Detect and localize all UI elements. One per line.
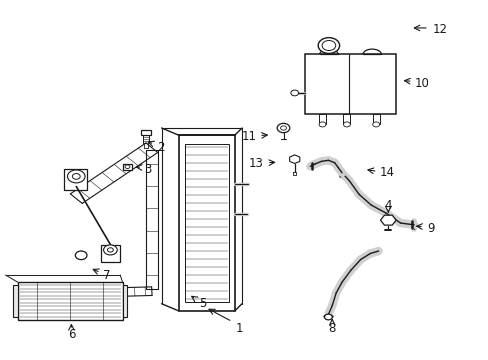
Text: 14: 14 bbox=[379, 166, 394, 179]
Bar bbox=[18, 282, 122, 320]
Text: 2: 2 bbox=[157, 141, 164, 154]
Circle shape bbox=[324, 314, 331, 320]
Text: 11: 11 bbox=[241, 130, 256, 144]
Text: 3: 3 bbox=[144, 163, 152, 176]
Circle shape bbox=[319, 122, 325, 127]
Text: 13: 13 bbox=[248, 157, 264, 170]
Text: 9: 9 bbox=[427, 222, 434, 235]
Circle shape bbox=[318, 38, 339, 53]
Bar bbox=[372, 114, 379, 125]
Circle shape bbox=[280, 126, 286, 130]
Circle shape bbox=[322, 41, 335, 50]
Text: 5: 5 bbox=[199, 297, 206, 310]
Text: 4: 4 bbox=[384, 199, 391, 212]
Circle shape bbox=[107, 248, 113, 252]
Bar bbox=[184, 144, 228, 302]
Text: 1: 1 bbox=[235, 322, 243, 335]
Circle shape bbox=[75, 251, 87, 260]
Bar bbox=[319, 114, 325, 125]
Text: 8: 8 bbox=[328, 322, 335, 335]
Text: 10: 10 bbox=[414, 77, 429, 90]
Bar bbox=[13, 285, 18, 317]
Circle shape bbox=[72, 174, 80, 179]
Bar bbox=[122, 285, 127, 317]
Circle shape bbox=[372, 122, 379, 127]
Text: 6: 6 bbox=[67, 328, 75, 341]
Bar bbox=[178, 135, 234, 311]
Bar bbox=[141, 130, 151, 135]
Circle shape bbox=[125, 165, 130, 168]
Bar bbox=[343, 114, 349, 125]
Bar bbox=[305, 54, 395, 114]
Bar bbox=[101, 244, 120, 262]
Circle shape bbox=[290, 90, 298, 96]
Circle shape bbox=[103, 245, 117, 255]
Circle shape bbox=[277, 123, 289, 133]
Bar bbox=[122, 164, 132, 170]
Circle shape bbox=[343, 122, 349, 127]
Text: 12: 12 bbox=[431, 23, 447, 36]
Bar bbox=[64, 169, 87, 190]
Text: 7: 7 bbox=[103, 269, 110, 282]
Circle shape bbox=[67, 170, 85, 183]
